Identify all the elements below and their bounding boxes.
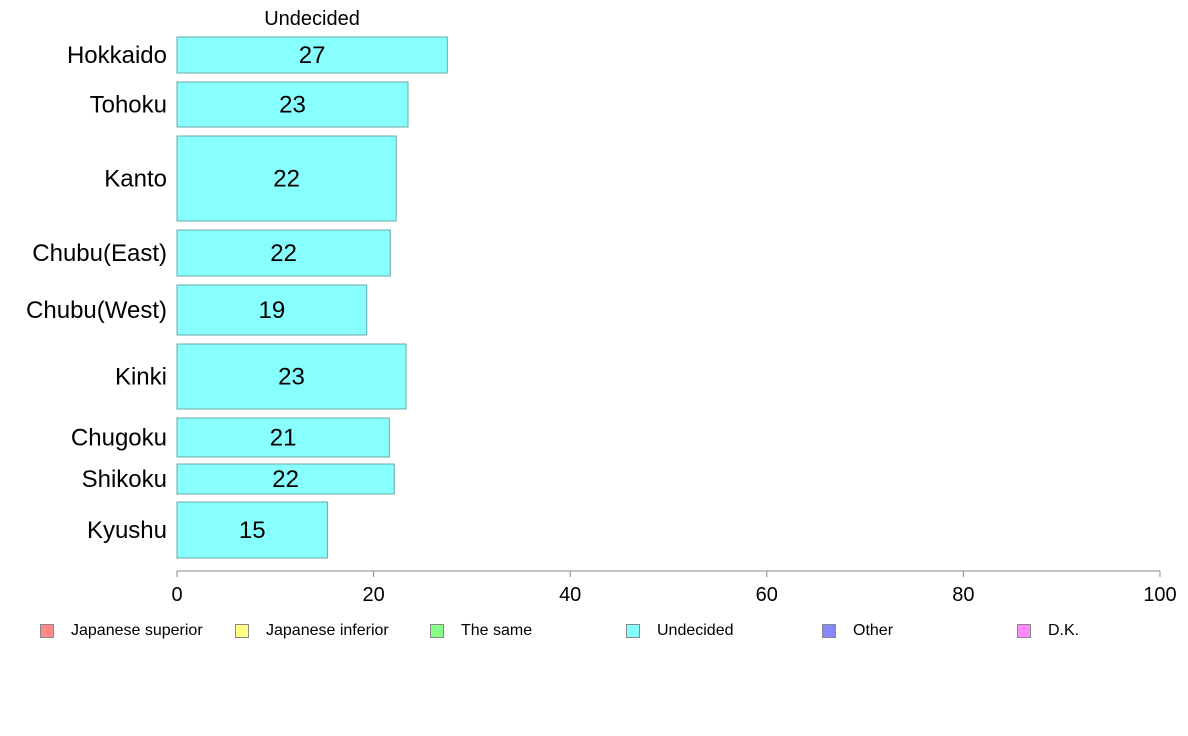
legend-label: Japanese superior <box>71 622 203 639</box>
bar-chugoku <box>176 417 390 458</box>
bar-kanto <box>176 135 397 222</box>
bar-hokkaido <box>176 36 448 74</box>
legend-item: Other <box>822 622 893 640</box>
legend-item: Undecided <box>626 622 734 640</box>
data-label: 22 <box>272 466 299 493</box>
data-label: 27 <box>299 42 326 69</box>
bar-kinki <box>176 343 407 410</box>
category-label: Tohoku <box>90 92 167 119</box>
legend-swatch <box>235 624 249 638</box>
legend-swatch <box>626 624 640 638</box>
legend-label: Japanese inferior <box>266 622 389 639</box>
category-label: Kinki <box>115 364 167 391</box>
chart-title: Undecided <box>264 8 360 30</box>
category-label: Chubu(East) <box>32 240 167 267</box>
x-tick-label: 20 <box>362 584 384 606</box>
legend-item: Japanese inferior <box>235 622 389 640</box>
category-label: Chugoku <box>71 425 167 452</box>
data-label: 19 <box>259 297 286 324</box>
x-tick-label: 60 <box>756 584 778 606</box>
category-label: Kanto <box>104 166 167 193</box>
bar-chubu-east <box>176 229 391 277</box>
x-tick-label: 100 <box>1143 584 1176 606</box>
legend-item: Japanese superior <box>40 622 203 640</box>
bar-tohoku <box>176 81 409 128</box>
category-label: Kyushu <box>87 517 167 544</box>
legend-item: D.K. <box>1017 622 1079 640</box>
bar-shikoku <box>176 463 395 495</box>
legend-label: The same <box>461 622 533 639</box>
legend-swatch <box>430 624 444 638</box>
category-label: Shikoku <box>82 466 167 493</box>
category-label: Chubu(West) <box>26 297 167 324</box>
legend-item: The same <box>430 622 532 640</box>
legend-swatch <box>40 624 54 638</box>
bar-chubu-west <box>176 284 368 336</box>
x-tick-label: 0 <box>171 584 182 606</box>
legend-label: Other <box>853 622 894 639</box>
data-label: 23 <box>279 92 306 119</box>
data-label: 23 <box>278 364 305 391</box>
data-label: 22 <box>273 166 300 193</box>
legend-swatch <box>1017 624 1031 638</box>
legend: Japanese superior Japanese inferior The sa… <box>0 622 1188 646</box>
x-tick-label: 80 <box>952 584 974 606</box>
x-axis: 0 20 40 60 80 100 <box>171 570 1177 606</box>
legend-swatch <box>822 624 836 638</box>
data-label: 22 <box>270 240 297 267</box>
category-label: Hokkaido <box>67 42 167 69</box>
legend-label: D.K. <box>1048 622 1080 639</box>
bars-group: Hokkaido 27 Tohoku 23 Kanto 22 Chubu(East) 22 Ch… <box>26 36 448 559</box>
data-label: 21 <box>270 425 297 452</box>
bar-kyushu <box>176 501 328 559</box>
x-tick-label: 40 <box>559 584 581 606</box>
legend-label: Undecided <box>657 622 734 639</box>
data-label: 15 <box>239 517 266 544</box>
